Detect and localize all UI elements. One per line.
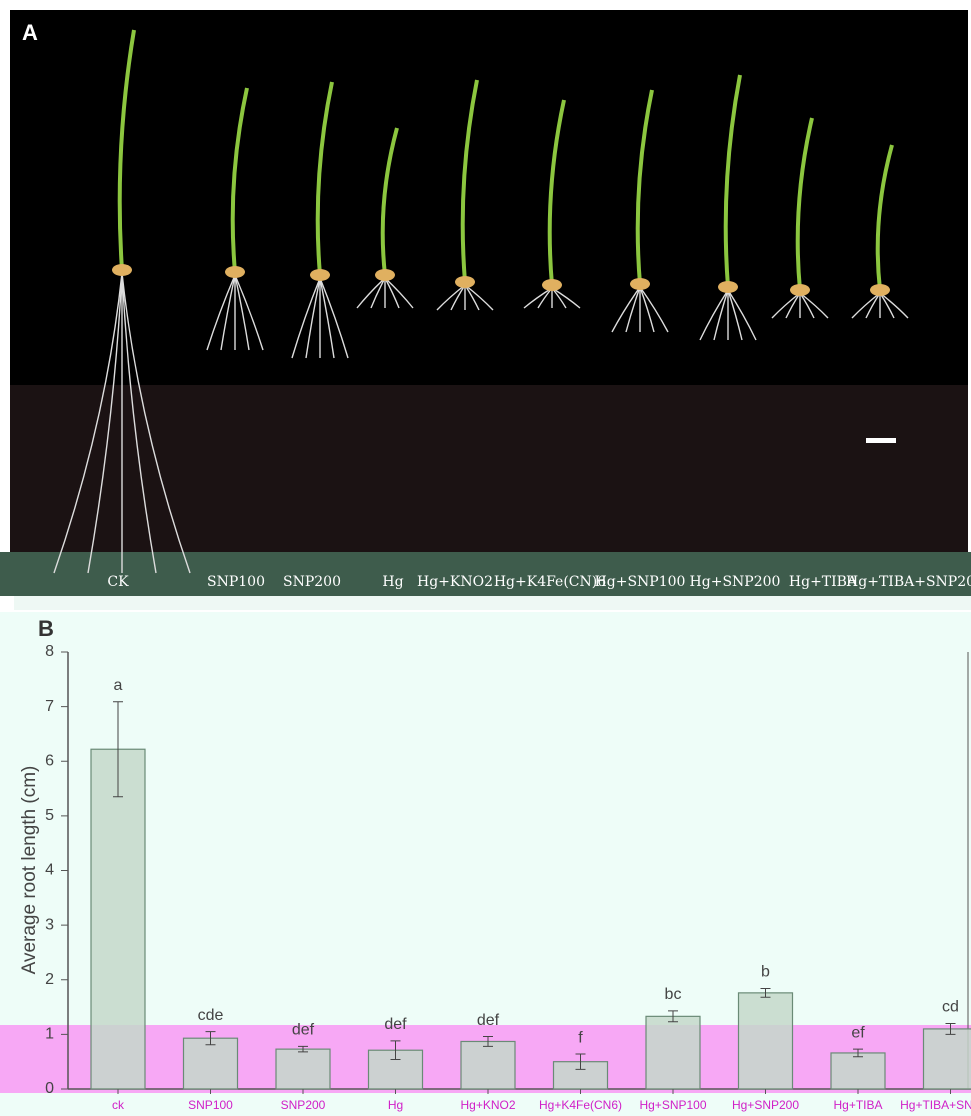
x-tick-label: SNP100 — [188, 1098, 233, 1112]
panel-label: B — [38, 616, 54, 641]
seed — [455, 276, 475, 288]
seed — [630, 278, 650, 290]
y-tick-label: 4 — [45, 862, 54, 879]
bar — [91, 749, 145, 1089]
photo-top — [10, 10, 968, 386]
x-tick-label: Hg+SNP200 — [732, 1098, 799, 1112]
y-tick-label: 6 — [45, 752, 54, 769]
panel-label: A — [22, 20, 38, 45]
seedling-label: Hg+K4Fe(CN)6 — [494, 574, 606, 590]
significance-label: def — [384, 1016, 407, 1033]
significance-label: cd — [942, 999, 959, 1016]
significance-label: cde — [198, 1007, 224, 1024]
figure: A CKSNP100SNP200HgHg+KNO2Hg+K4Fe(CN)6Hg+… — [0, 0, 971, 1116]
significance-label: def — [292, 1022, 315, 1039]
significance-label: f — [578, 1029, 583, 1046]
seed — [310, 269, 330, 281]
x-tick-label: Hg+K4Fe(CN6) — [539, 1098, 622, 1112]
x-tick-label: ck — [112, 1098, 125, 1112]
seedling-label: Hg+TIBA+SNP200 — [846, 574, 971, 590]
significance-label: ef — [851, 1024, 865, 1041]
y-tick-label: 5 — [45, 807, 54, 824]
y-tick-label: 2 — [45, 971, 54, 988]
seed — [790, 284, 810, 296]
x-tick-label: Hg+SNP100 — [639, 1098, 706, 1112]
scale-bar — [866, 438, 896, 443]
bar — [924, 1029, 971, 1089]
seedling-label: Hg+KNO2 — [417, 574, 493, 590]
y-tick-label: 8 — [45, 643, 54, 660]
y-tick-label: 7 — [45, 698, 54, 715]
y-tick-label: 3 — [45, 916, 54, 933]
seedling-label: SNP200 — [283, 574, 341, 590]
seedling-label: Hg+SNP200 — [690, 574, 781, 590]
photo-bottom — [10, 385, 968, 553]
significance-label: b — [761, 964, 770, 981]
significance-label: def — [477, 1012, 500, 1029]
seedling-label: CK — [107, 574, 129, 590]
y-tick-label: 0 — [45, 1080, 54, 1097]
bar — [276, 1049, 330, 1089]
x-tick-label: Hg — [388, 1098, 403, 1112]
significance-label: bc — [665, 986, 682, 1003]
x-tick-label: Hg+KNO2 — [460, 1098, 515, 1112]
seedling-label: Hg+SNP100 — [595, 574, 686, 590]
bar — [461, 1041, 515, 1089]
seed — [375, 269, 395, 281]
seedling-label: Hg — [382, 574, 403, 590]
seed — [870, 284, 890, 296]
x-tick-label: SNP200 — [281, 1098, 326, 1112]
bar — [646, 1016, 700, 1089]
bar — [184, 1038, 238, 1089]
bar — [739, 993, 793, 1089]
x-tick-label: Hg+TIBA — [833, 1098, 882, 1112]
seed — [718, 281, 738, 293]
significance-label: a — [114, 677, 123, 694]
seed — [542, 279, 562, 291]
seed — [225, 266, 245, 278]
seed — [112, 264, 132, 276]
seedling-label: SNP100 — [207, 574, 265, 590]
x-tick-label: Hg+TIBA+SNP200 — [900, 1098, 971, 1112]
bar — [831, 1053, 885, 1089]
y-tick-label: 1 — [45, 1026, 54, 1043]
band-edge — [14, 596, 971, 610]
y-axis-label: Average root length (cm) — [19, 766, 40, 975]
